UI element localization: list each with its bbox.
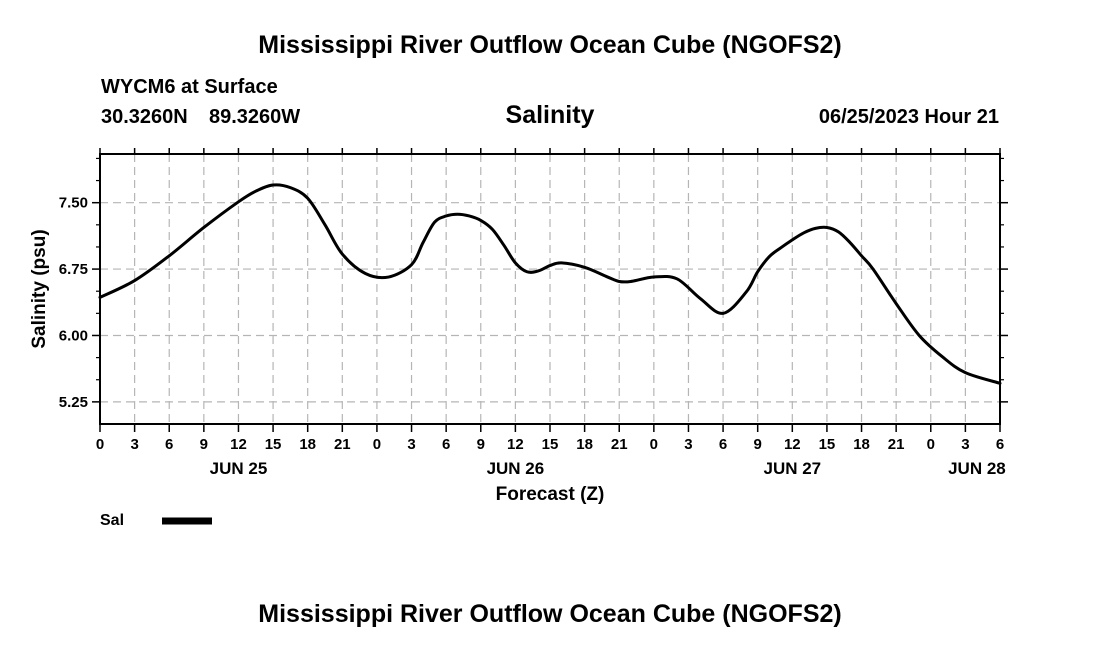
plot-frame (99, 153, 1001, 425)
x-tick-label: 6 (996, 436, 1004, 453)
x-tick-label: 15 (265, 436, 282, 453)
x-tick-label: 6 (442, 436, 450, 453)
legend-label: Sal (100, 512, 124, 529)
station-longitude: 89.3260W (209, 106, 301, 128)
x-date-label: JUN 26 (487, 459, 545, 478)
x-date-label: JUN 28 (948, 459, 1006, 478)
y-axis-label: Salinity (psu) (29, 229, 50, 348)
x-tick-label: 6 (719, 436, 727, 453)
x-tick-label: 6 (165, 436, 173, 453)
x-tick-label: 0 (373, 436, 381, 453)
x-tick-label: 18 (299, 436, 316, 453)
station-latitude: 30.3260N (101, 106, 188, 128)
x-tick-label: 0 (927, 436, 935, 453)
y-tick-label: 6.75 (59, 261, 88, 278)
tick-labels: 0 3 6 9 12 15 18 21 0 3 6 9 12 15 18 21 0 3 6 9 12 15 18 21 0 3 6 J… (59, 195, 1006, 478)
x-tick-label: 9 (477, 436, 485, 453)
x-tick-label: 9 (200, 436, 208, 453)
x-tick-label: 21 (334, 436, 351, 453)
x-tick-label: 21 (888, 436, 905, 453)
x-tick-label: 21 (611, 436, 628, 453)
chart-title: Mississippi River Outflow Ocean Cube (NG… (258, 31, 842, 59)
x-tick-label: 3 (961, 436, 969, 453)
x-date-label: JUN 27 (763, 459, 821, 478)
x-tick-label: 15 (542, 436, 559, 453)
forecast-datetime: 06/25/2023 Hour 21 (818, 106, 999, 128)
station-name: WYCM6 at Surface (101, 76, 278, 98)
x-tick-label: 3 (684, 436, 692, 453)
y-tick-label: 5.25 (59, 394, 88, 411)
x-tick-label: 15 (819, 436, 836, 453)
footer-title: Mississippi River Outflow Ocean Cube (NG… (258, 600, 842, 628)
variable-title: Salinity (505, 101, 595, 129)
x-tick-label: 18 (576, 436, 593, 453)
x-tick-label: 12 (784, 436, 801, 453)
x-tick-label: 9 (754, 436, 762, 453)
salinity-series-line (98, 183, 1002, 385)
x-tick-label: 0 (96, 436, 104, 453)
y-tick-label: 7.50 (59, 195, 88, 212)
x-tick-label: 3 (130, 436, 138, 453)
x-axis-label: Forecast (Z) (496, 484, 605, 505)
x-tick-label: 3 (407, 436, 415, 453)
x-tick-label: 12 (230, 436, 247, 453)
grid (100, 154, 1000, 424)
x-date-label: JUN 25 (210, 459, 268, 478)
x-tick-label: 18 (853, 436, 870, 453)
x-tick-label: 0 (650, 436, 658, 453)
x-tick-label: 12 (507, 436, 524, 453)
y-tick-label: 6.00 (59, 327, 88, 344)
